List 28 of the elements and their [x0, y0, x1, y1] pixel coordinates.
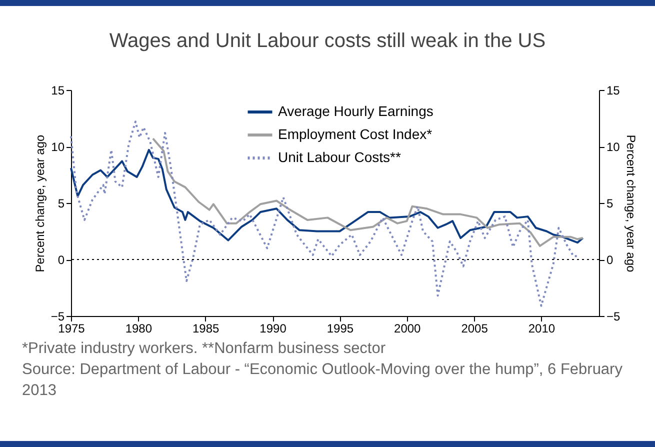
y-tick-label: −5: [50, 310, 65, 324]
x-tick-label: 1975: [58, 322, 86, 336]
y2-tick-label: −5: [606, 310, 621, 324]
x-tick-label: 2005: [461, 322, 488, 336]
y-tick-label: 5: [58, 196, 65, 210]
y2-tick-label: 0: [606, 253, 614, 267]
x-tick-label: 1980: [125, 322, 152, 336]
y-tick-label: 15: [51, 84, 65, 98]
y-tick-label: 10: [51, 140, 65, 154]
legend-label: Average Hourly Earnings: [278, 103, 434, 119]
x-tick-label: 2000: [394, 322, 422, 336]
legend-label: Unit Labour Costs**: [278, 149, 402, 165]
y2-tick-label: 15: [606, 84, 620, 98]
y2-tick-label: 5: [606, 196, 614, 210]
x-tick-label: 2010: [528, 322, 556, 336]
x-tick-label: 1985: [192, 322, 220, 336]
y2-axis-title: Percent change, year ago: [624, 134, 638, 273]
x-tick-label: 1990: [260, 322, 287, 336]
y-axis-title: Percent change, year ago: [32, 134, 47, 272]
y-tick-label: 0: [58, 253, 65, 267]
source-note: Source: Department of Labour - “Economic Outlook-Moving over the hump”, 6 February 2013: [22, 360, 624, 401]
line-series: [70, 148, 584, 244]
y2-tick-label: 10: [606, 140, 620, 154]
line-series: [70, 120, 580, 307]
text: *Private industry workers. **Nonfarm business sector: [22, 339, 387, 359]
chart-title: Wages and Unit Labour costs still weak in the US: [108, 30, 547, 53]
x-tick-label: 1995: [326, 322, 354, 336]
legend-label: Employment Cost Index*: [278, 126, 433, 142]
